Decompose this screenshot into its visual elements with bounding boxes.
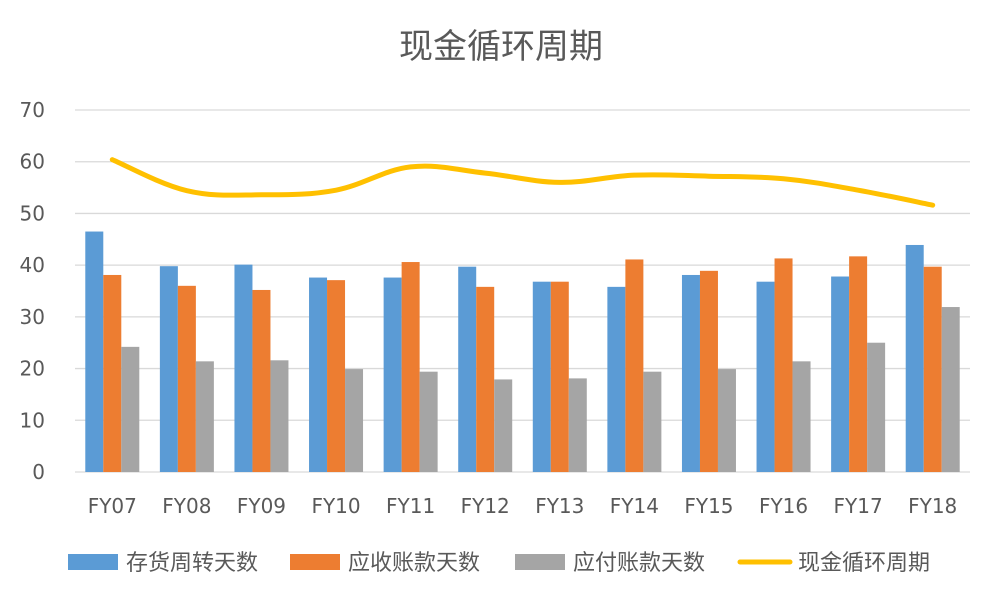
bar-fy11-series-3 [419, 371, 438, 472]
bar-fy13-series-3 [568, 378, 587, 472]
x-tick-label: FY07 [88, 494, 137, 518]
legend-swatch-1 [68, 554, 118, 570]
bar-fy09-series-1 [234, 264, 253, 472]
y-tick-label: 0 [32, 460, 45, 484]
legend-swatch-3 [515, 554, 565, 570]
bar-fy14-series-3 [643, 371, 662, 472]
x-tick-label: FY16 [759, 494, 808, 518]
x-tick-label: FY11 [386, 494, 435, 518]
bar-fy18-series-2 [923, 266, 942, 472]
bar-fy14-series-2 [625, 259, 644, 472]
bar-fy17-series-3 [867, 342, 886, 472]
line-series-cash-cycle [109, 157, 936, 208]
x-tick-label: FY14 [610, 494, 659, 518]
legend: 存货周转天数 应收账款天数 应付账款天数 现金循环周期 [68, 551, 930, 576]
x-tick-label: FY15 [684, 494, 733, 518]
bar-fy10-series-1 [309, 277, 328, 472]
y-tick-label: 60 [20, 150, 45, 174]
bar-fy16-series-2 [774, 258, 793, 472]
bar-fy18-series-3 [941, 307, 960, 472]
x-tick-label: FY12 [461, 494, 510, 518]
y-tick-label: 40 [20, 253, 45, 277]
bar-fy13-series-1 [532, 281, 551, 472]
bar-fy11-series-1 [383, 277, 402, 472]
bar-fy18-series-1 [905, 244, 924, 472]
x-axis-ticks: FY07 FY08 FY09 FY10 FY11 FY12 FY13 FY14 FY15 FY16… [88, 494, 958, 518]
y-tick-label: 30 [20, 305, 45, 329]
bar-fy10-series-3 [345, 369, 364, 472]
bar-fy15-series-1 [681, 274, 700, 472]
line-series-group [109, 157, 936, 208]
bar-fy10-series-2 [327, 280, 346, 472]
bar-fy08-series-3 [195, 361, 214, 472]
bar-fy07-series-1 [85, 231, 104, 472]
x-tick-label: FY08 [162, 494, 211, 518]
bar-fy14-series-1 [607, 286, 626, 472]
bar-fy17-series-1 [831, 276, 850, 472]
legend-label-1: 存货周转天数 [126, 551, 258, 576]
x-tick-label: FY17 [834, 494, 883, 518]
bar-fy13-series-2 [550, 281, 569, 472]
bars-group [85, 231, 960, 472]
chart-title: 现金循环周期 [399, 27, 603, 67]
bar-fy07-series-3 [121, 346, 140, 472]
legend-label-4: 现金循环周期 [798, 551, 930, 576]
x-tick-label: FY09 [237, 494, 286, 518]
x-tick-label: FY18 [908, 494, 957, 518]
bar-fy11-series-2 [401, 262, 420, 472]
x-tick-label: FY10 [311, 494, 360, 518]
y-tick-label: 50 [20, 201, 45, 225]
bar-fy09-series-3 [270, 360, 289, 472]
legend-label-3: 应付账款天数 [573, 551, 705, 576]
y-tick-label: 20 [20, 357, 45, 381]
bar-fy16-series-3 [792, 361, 811, 472]
bar-fy12-series-1 [458, 266, 477, 472]
legend-swatch-2 [290, 554, 340, 570]
bar-fy17-series-2 [849, 256, 868, 472]
legend-label-2: 应收账款天数 [348, 551, 480, 576]
x-tick-label: FY13 [535, 494, 584, 518]
bar-fy08-series-2 [177, 285, 196, 472]
bar-fy12-series-3 [494, 379, 513, 472]
bar-fy16-series-1 [756, 281, 775, 472]
bar-fy08-series-1 [159, 266, 178, 472]
bar-fy07-series-2 [103, 274, 122, 472]
bar-fy09-series-2 [252, 289, 271, 472]
y-tick-label: 70 [20, 98, 45, 122]
grid-lines [75, 109, 970, 473]
bar-fy15-series-2 [699, 270, 718, 472]
y-axis-ticks: 0 10 20 30 40 50 60 70 [20, 98, 45, 484]
bar-fy12-series-2 [476, 286, 495, 472]
y-tick-label: 10 [20, 408, 45, 432]
bar-fy15-series-3 [717, 369, 736, 472]
